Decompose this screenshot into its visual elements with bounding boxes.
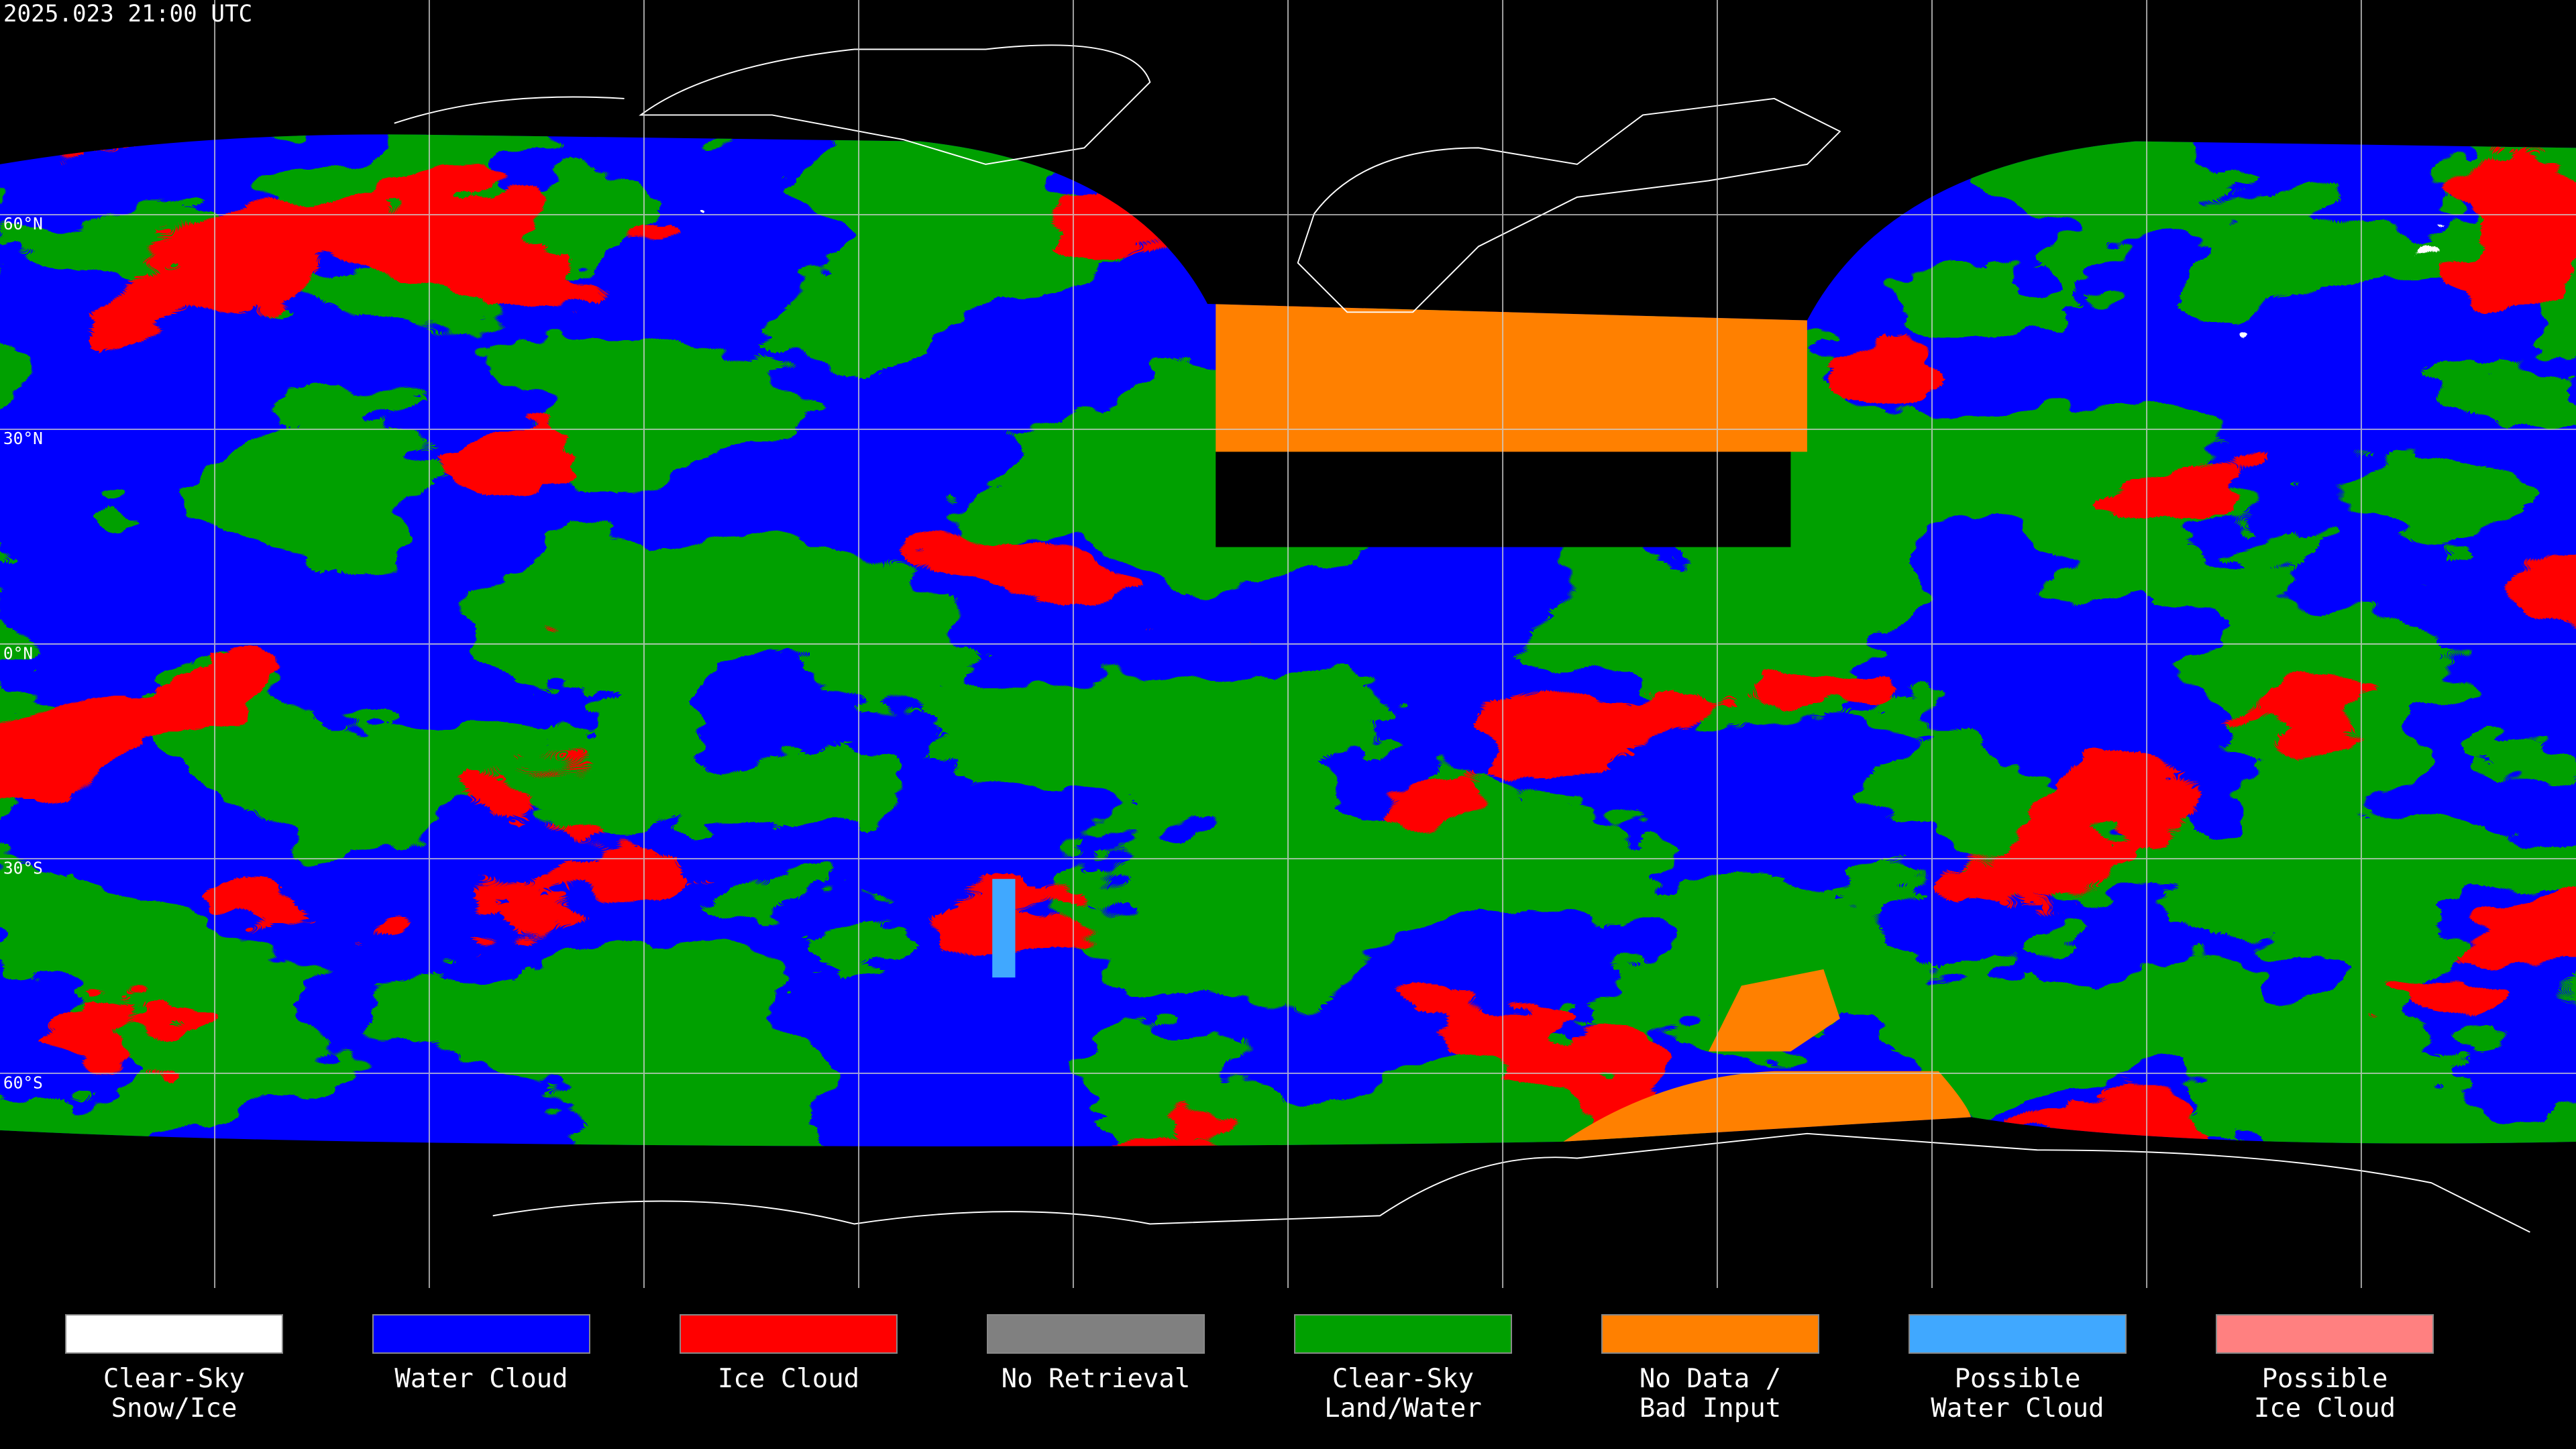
no-data-area [1216,304,1807,452]
timestamp: 2025.023 21:00 UTC [3,1,252,28]
legend-label: Bad Input [1640,1393,1781,1424]
legend-label: No Retrieval [1002,1364,1191,1394]
snow-area [411,141,838,372]
legend-label: Water Cloud [394,1364,568,1394]
legend-swatch [1601,1314,1819,1354]
latitude-label: 60°N [3,214,43,233]
latitude-label: 30°S [3,858,43,877]
legend-swatch [372,1314,590,1354]
legend-label: Clear-Sky [103,1364,245,1394]
latitude-label: 30°N [3,429,43,448]
legend-swatch [987,1314,1205,1354]
legend-label: Snow/Ice [111,1393,237,1424]
possible-water-cloud-area [992,879,1016,978]
no-data-area [1708,969,1840,1052]
graticule [0,0,2576,1288]
legend-label: Clear-Sky [1332,1364,1474,1394]
legend-label: Water Cloud [1931,1393,2104,1424]
coastlines [394,44,2530,1233]
latitude-label: 60°S [3,1073,43,1092]
legend-label: Ice Cloud [2254,1393,2396,1424]
latitude-label: 0°N [3,643,33,663]
legend-swatch [1909,1314,2127,1354]
legend-label: Possible [2262,1364,2388,1394]
latitude-labels: 60°N 30°N 0°N 30°S 60°S [3,214,43,1092]
legend-label: No Data / [1640,1364,1781,1394]
legend-swatch [2216,1314,2434,1354]
map: 60°N 30°N 0°N 30°S 60°S 2025.023 21:00 UTC [0,0,2576,1288]
legend-label: Ice Cloud [718,1364,859,1394]
legend-swatch [680,1314,898,1354]
legend-label: Possible [1955,1364,2081,1394]
legend-swatch [65,1314,283,1354]
legend-swatch [1294,1314,1512,1354]
legend-label: Land/Water [1324,1393,1482,1424]
